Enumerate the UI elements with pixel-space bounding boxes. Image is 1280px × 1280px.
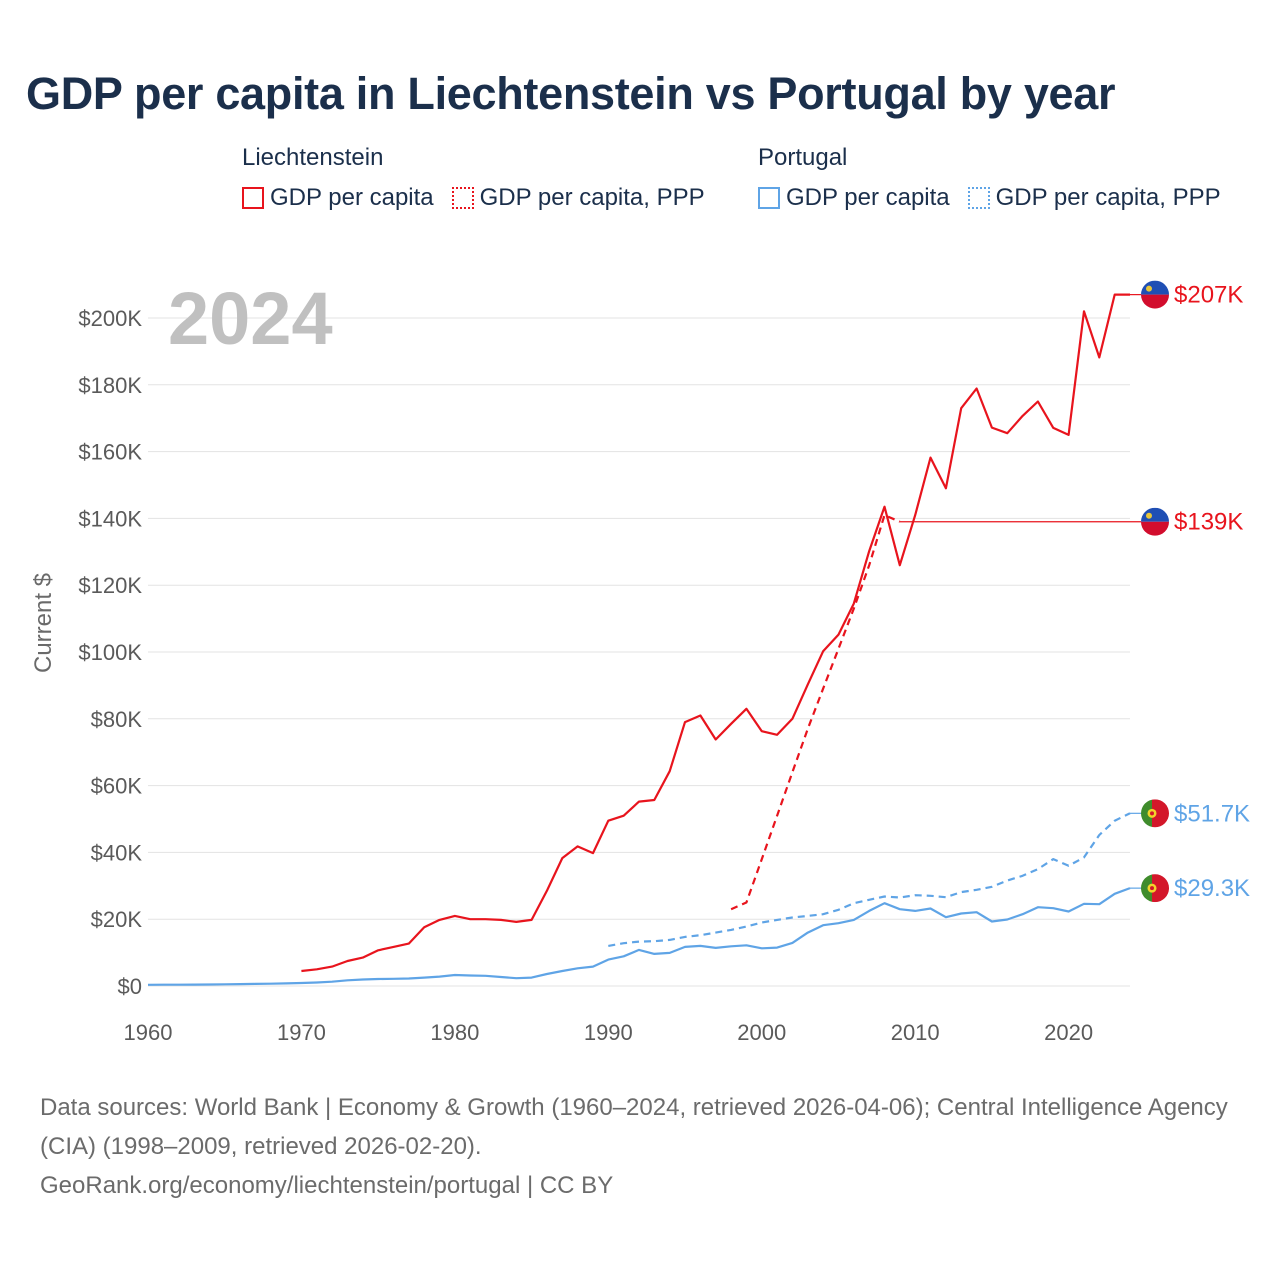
legend-item-pt-gdp[interactable]: GDP per capita <box>758 184 950 212</box>
y-tick-label: $40K <box>91 840 143 865</box>
line-chart: 2024 $0 $20K $40K $60K $80K $100K $120K $140K $1… <box>30 277 1250 1045</box>
y-tick-label: $140K <box>78 506 142 531</box>
x-tick-label: 2020 <box>1044 1020 1093 1045</box>
portugal-flag-icon <box>1141 799 1169 828</box>
y-tick-label: $0 <box>118 974 142 999</box>
y-tick-label: $180K <box>78 373 142 398</box>
legend-label-pt-gdp: GDP per capita <box>786 184 950 211</box>
series-line-portugal-dashed <box>608 812 1131 947</box>
y-axis-label: Current $ <box>30 573 57 673</box>
liechtenstein-flag-icon <box>1141 280 1169 309</box>
credit-link[interactable]: GeoRank.org/economy/liechtenstein/portug… <box>40 1172 614 1199</box>
x-tick-label: 1960 <box>124 1020 173 1045</box>
y-tick-label: $160K <box>78 440 142 465</box>
series-line-liechtenstein-solid <box>301 293 1130 973</box>
legend-swatch-li-solid <box>242 187 264 209</box>
series-line-liechtenstein-dashed <box>730 513 901 911</box>
legend-label-pt-ppp: GDP per capita, PPP <box>995 184 1221 211</box>
y-tick-label: $80K <box>91 707 143 732</box>
legend-item-pt-ppp[interactable]: GDP per capita, PPP <box>967 184 1221 212</box>
series-line-portugal-solid <box>147 887 1131 986</box>
legend-swatch-pt-dotted <box>967 187 990 209</box>
legend-group-title-portugal: Portugal <box>758 144 848 171</box>
y-tick-label: $200K <box>78 306 142 331</box>
series-lines <box>147 293 1131 986</box>
x-tick-label: 1970 <box>277 1020 326 1045</box>
legend-liechtenstein: Liechtenstein GDP per capita GDP per cap… <box>242 144 723 212</box>
legend-item-li-ppp[interactable]: GDP per capita, PPP <box>451 184 705 212</box>
grid-lines <box>148 317 1130 987</box>
chart-title: GDP per capita in Liechtenstein vs Portu… <box>26 68 1116 119</box>
y-tick-label: $120K <box>78 573 142 598</box>
legend-portugal: Portugal GDP per capita GDP per capita, … <box>758 144 1221 212</box>
x-tick-label: 2010 <box>891 1020 940 1045</box>
x-tick-label: 1980 <box>430 1020 479 1045</box>
footer: Data sources: World Bank | Economy & Gro… <box>40 1088 1250 1205</box>
x-tick-label: 1990 <box>584 1020 633 1045</box>
legend-label-li-gdp: GDP per capita <box>270 184 434 211</box>
end-value-label: $29.3K <box>1174 875 1250 902</box>
end-value-label: $139K <box>1174 509 1243 536</box>
x-axis-ticks: 1960 1970 1980 1990 2000 2010 2020 <box>124 1020 1094 1045</box>
legend-swatch-li-dotted <box>451 187 474 209</box>
legend-item-li-gdp[interactable]: GDP per capita <box>242 184 434 212</box>
data-sources: Data sources: World Bank | Economy & Gro… <box>40 1094 1228 1160</box>
y-tick-label: $100K <box>78 640 142 665</box>
x-tick-label: 2000 <box>737 1020 786 1045</box>
y-tick-label: $60K <box>91 774 143 799</box>
legend-group-title-liechtenstein: Liechtenstein <box>242 144 384 171</box>
year-watermark: 2024 <box>168 277 333 360</box>
liechtenstein-flag-icon <box>1141 507 1169 536</box>
y-tick-label: $20K <box>91 907 143 932</box>
end-value-label: $51.7K <box>1174 800 1250 827</box>
end-value-label: $207K <box>1174 282 1243 309</box>
legend-swatch-pt-solid <box>758 187 780 209</box>
y-axis-ticks: $0 $20K $40K $60K $80K $100K $120K $140K $160K $1… <box>78 306 142 999</box>
end-markers: $207K $139K $51.7K $29.3K <box>899 280 1250 903</box>
portugal-flag-icon <box>1141 874 1169 903</box>
legend-label-li-ppp: GDP per capita, PPP <box>479 184 705 211</box>
